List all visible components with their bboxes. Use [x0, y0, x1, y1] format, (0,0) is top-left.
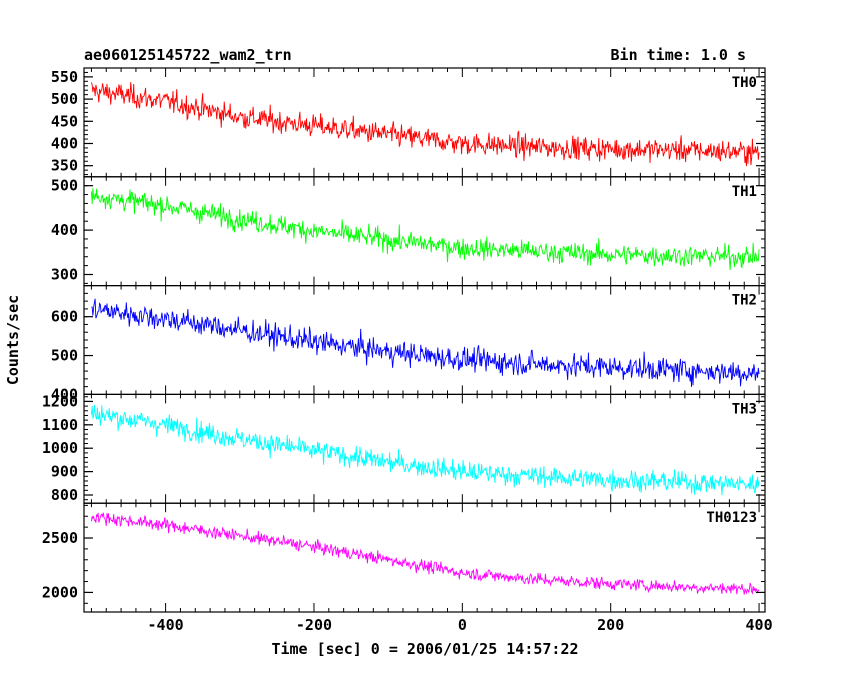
panel-frame [83, 67, 766, 178]
series-line-th0 [90, 82, 760, 167]
y-tick-label: 2500 [42, 529, 78, 547]
panel-label: TH3 [732, 401, 757, 417]
panel-frame [83, 502, 766, 613]
series-line-th0123 [90, 512, 760, 596]
y-tick-label: 500 [51, 177, 78, 195]
x-tick-label: -400 [148, 616, 184, 634]
panel-frame [83, 285, 766, 396]
series-line-th3 [90, 404, 760, 496]
y-tick-label: 1000 [42, 439, 78, 457]
panel-frame [83, 176, 766, 287]
panel-th1: 300 400 500 TH1 [51, 176, 766, 287]
x-tick-label: 400 [746, 616, 773, 634]
x-tick-label: 200 [597, 616, 624, 634]
panels-group: 350 400 450 500 550 TH0 300 400 500 TH1 400 500 600 T… [42, 67, 766, 613]
y-tick-label: 400 [51, 221, 78, 239]
y-axis-label: Counts/sec [4, 295, 22, 385]
y-tick-label: 1100 [42, 416, 78, 434]
panel-th3: 800 900 1000 1100 1200 TH3 [42, 392, 766, 504]
panel-frame [83, 393, 766, 504]
y-tick-label: 300 [51, 265, 78, 283]
y-tick-label: 550 [51, 68, 78, 86]
bin-time-label: Bin time: 1.0 s [611, 46, 746, 64]
panel-label: TH2 [732, 293, 757, 309]
y-tick-label: 450 [51, 112, 78, 130]
panel-label: TH1 [732, 184, 757, 200]
y-tick-label: 600 [51, 308, 78, 326]
series-line-th2 [91, 298, 760, 387]
x-tick-label: -200 [296, 616, 332, 634]
y-tick-label: 350 [51, 157, 78, 175]
panel-label: TH0123 [706, 510, 757, 526]
x-axis: -400 -200 0 200 400 [148, 616, 773, 634]
y-tick-label: 1200 [42, 392, 78, 410]
panel-label: TH0 [732, 75, 757, 91]
y-tick-label: 900 [51, 463, 78, 481]
x-tick-label: 0 [458, 616, 467, 634]
y-tick-label: 800 [51, 486, 78, 504]
y-tick-label: 500 [51, 90, 78, 108]
y-tick-label: 400 [51, 134, 78, 152]
x-axis-label: Time [sec] 0 = 2006/01/25 14:57:22 [271, 640, 578, 658]
y-tick-label: 2000 [42, 583, 78, 601]
panel-th2: 400 500 600 TH2 [51, 285, 766, 403]
y-tick-label: 400 [51, 385, 78, 403]
panel-th0: 350 400 450 500 550 TH0 [51, 67, 766, 178]
series-line-th1 [90, 188, 760, 271]
panel-th0123: 2000 2500 TH0123 [42, 502, 766, 613]
y-tick-label: 500 [51, 347, 78, 365]
chart-title: ae060125145722_wam2_trn [84, 46, 292, 64]
